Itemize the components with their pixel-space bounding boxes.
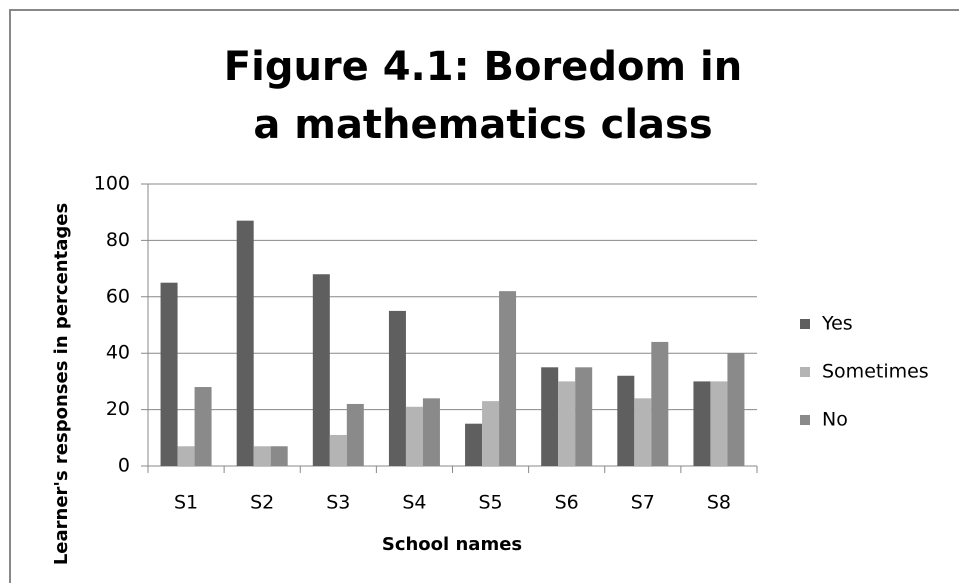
bar (405, 406, 423, 466)
x-tick-label: S7 (631, 492, 655, 514)
bar (236, 220, 254, 466)
bar (617, 375, 635, 466)
legend-label: No (822, 409, 848, 431)
x-tick-label: S1 (174, 492, 198, 514)
x-tick-label: S5 (478, 492, 502, 514)
bar (388, 310, 406, 466)
legend-label: Sometimes (822, 361, 929, 383)
bar (160, 282, 178, 466)
bar (710, 381, 728, 466)
x-tick-label: S8 (707, 492, 731, 514)
bar (541, 367, 559, 466)
legend-swatch (800, 415, 810, 425)
bar (329, 434, 347, 466)
bar (499, 291, 517, 466)
legend-swatch (800, 367, 810, 377)
x-tick-label: S6 (555, 492, 579, 514)
y-tick-label: 40 (106, 342, 130, 364)
bar (575, 367, 593, 466)
bar (422, 398, 440, 466)
bar (270, 446, 288, 466)
bar (194, 387, 212, 466)
bar (727, 353, 745, 466)
x-axis-label: School names (382, 534, 522, 555)
bar (177, 446, 195, 466)
bar (346, 403, 364, 466)
x-tick-label: S4 (402, 492, 426, 514)
bar (465, 423, 483, 466)
legend-swatch (800, 319, 810, 329)
bar (634, 398, 652, 466)
bar (651, 341, 669, 466)
x-tick-label: S3 (326, 492, 350, 514)
y-axis-label: Learner's responses in percentages (51, 203, 72, 565)
y-tick-label: 20 (106, 398, 130, 420)
legend-label: Yes (821, 313, 853, 335)
chart-title: Figure 4.1: Boredom in a mathematics cla… (223, 44, 743, 148)
bar (693, 381, 711, 466)
y-tick-label: 60 (106, 285, 130, 307)
bar (558, 381, 576, 466)
bar (312, 274, 330, 466)
bar (253, 446, 271, 466)
x-tick-label: S2 (250, 492, 274, 514)
y-tick-label: 100 (94, 173, 130, 195)
chart-frame (9, 9, 959, 583)
y-tick-label: 80 (106, 229, 130, 251)
bar (482, 401, 500, 466)
y-tick-label: 0 (118, 455, 130, 477)
